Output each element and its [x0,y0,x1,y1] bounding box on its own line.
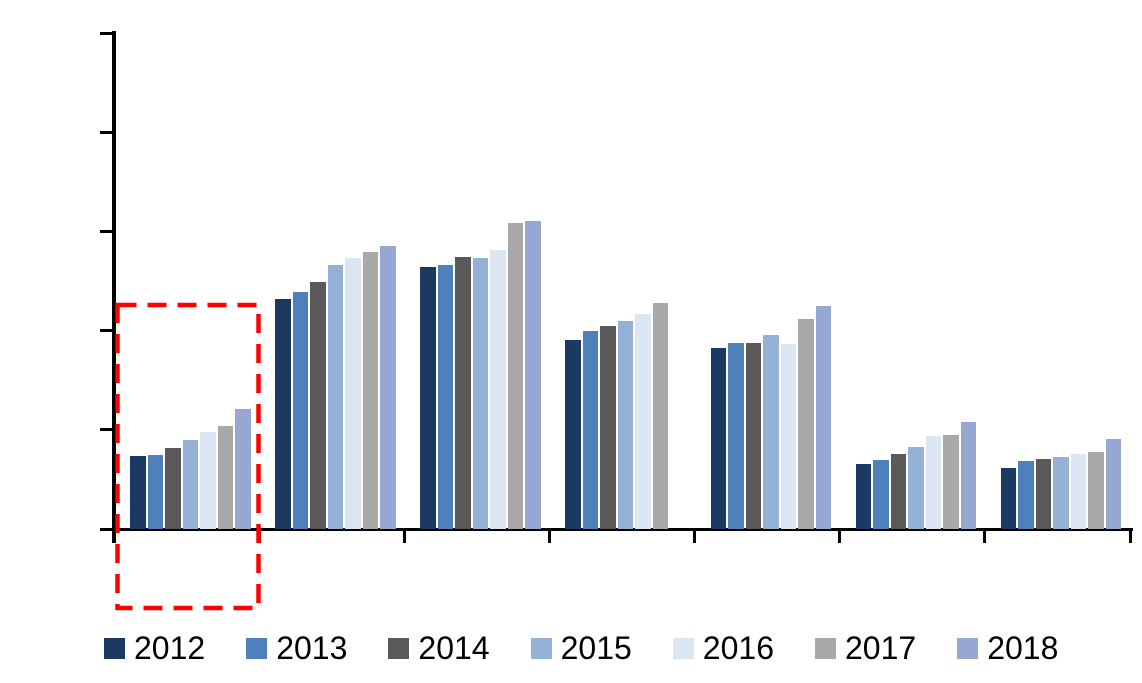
bar-france-2012 [710,348,727,529]
legend-label-2017: 2017 [845,630,917,666]
legend-entry-2018: 2018 [957,629,1058,667]
legend-marker-2017 [815,637,836,659]
bar-canada-2014 [455,257,471,529]
legend-entry-2017: 2017 [815,629,916,667]
x-axis-line [112,527,1133,531]
bar-canada-2018 [525,221,541,529]
y-tick [100,130,114,134]
legend-marker-2016 [672,637,694,659]
legend-marker-2013 [246,637,268,659]
bar-germany-2017 [1088,451,1104,529]
x-tick [983,529,987,543]
bar-germany-2015 [1053,457,1069,529]
bar-us-2012 [565,339,581,529]
bar-japan-2018 [235,409,251,529]
bar-canada-2013 [437,264,454,529]
bar-italy-2013 [873,459,889,529]
legend-entry-2015: 2015 [530,629,632,667]
legend-label-2012: 2012 [134,630,206,666]
x-tick [112,529,116,543]
x-tick [257,529,261,543]
y-tick [100,527,114,531]
bar-us-2015 [617,320,634,529]
bar-italy-2014 [890,454,907,529]
legend-entry-2012: 2012 [104,629,205,667]
bar-japan-2016 [200,431,216,529]
bar-japan-2015 [182,440,198,529]
legend-label-2015: 2015 [560,630,632,666]
bar-italy-2015 [908,446,924,529]
bar-italy-2016 [925,436,942,529]
x-tick [547,529,551,543]
legend-label-2013: 2013 [276,630,348,666]
bar-germany-2016 [1070,454,1087,529]
bar-germany-2012 [1000,467,1017,529]
legend-label-2016: 2016 [702,630,774,666]
legend-label-2014: 2014 [418,630,490,666]
legend-marker-2015 [530,637,552,659]
bar-japan-2014 [165,447,181,529]
bar-france-2017 [798,319,814,529]
bar-germany-2018 [1105,439,1122,529]
bar-canada-2015 [472,258,489,529]
y-tick [100,329,114,333]
bar-japan-2013 [147,454,163,529]
bar-uk-2013 [292,292,309,529]
legend-marker-2012 [104,637,125,659]
x-tick [1128,529,1132,543]
legend-entry-2016: 2016 [672,629,774,667]
bar-canada-2017 [507,222,524,529]
bar-uk-2015 [327,265,344,529]
bar-italy-2017 [943,435,959,529]
bar-germany-2014 [1035,459,1052,529]
legend-marker-2018 [957,637,979,659]
bar-japan-2017 [217,425,233,529]
y-axis-line [112,31,116,543]
legend-label-2018: 2018 [987,630,1059,666]
legend-entry-2014: 2014 [388,629,490,667]
bar-us-2014 [600,325,616,529]
bar-uk-2012 [275,298,291,529]
bar-germany-2013 [1018,461,1034,529]
bar-france-2014 [745,343,762,529]
bar-uk-2018 [380,245,396,529]
y-tick [100,428,114,432]
x-tick [693,529,697,543]
bar-italy-2018 [960,421,977,529]
bar-france-2016 [780,344,797,529]
bar-uk-2014 [310,281,326,529]
bar-france-2018 [815,305,832,529]
bar-uk-2017 [362,252,379,529]
y-tick [100,31,114,35]
bar-us-2017 [652,303,669,529]
legend-entry-2013: 2013 [246,629,347,667]
x-tick [402,529,406,543]
legend-marker-2014 [388,637,410,659]
bar-us-2016 [635,313,651,529]
bar-france-2015 [763,335,779,529]
bar-italy-2012 [855,463,872,529]
y-tick [100,229,114,233]
bar-uk-2016 [345,257,361,529]
bar-france-2013 [728,343,744,529]
bar-us-2013 [582,331,599,529]
bar-canada-2016 [490,250,506,529]
bar-canada-2012 [420,266,436,529]
bar-japan-2012 [130,455,146,529]
x-tick [838,529,842,543]
